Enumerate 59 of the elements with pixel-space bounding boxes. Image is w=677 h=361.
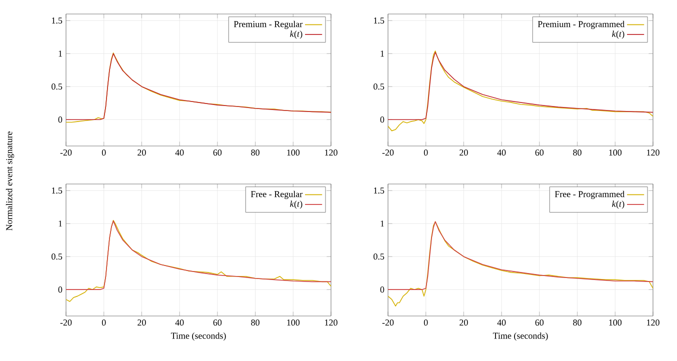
y-tick-label: 0 [58, 286, 62, 293]
x-tick-label: 40 [497, 150, 506, 156]
y-tick-label: 0.5 [374, 254, 384, 260]
x-tick-label: 40 [175, 150, 184, 156]
x-tick-label: 40 [497, 320, 506, 326]
x-axis-title: Time (seconds) [492, 332, 548, 341]
legend-label: k(t) [612, 30, 624, 39]
y-tick-label: 0 [380, 286, 384, 293]
y-tick-label: 1 [58, 220, 62, 227]
y-tick-label: 0.5 [52, 254, 62, 260]
x-tick-label: 80 [573, 320, 582, 326]
x-tick-label: 20 [138, 150, 146, 156]
x-tick-label: 0 [424, 150, 428, 156]
legend-label: k(t) [290, 30, 302, 39]
x-tick-label: -20 [60, 320, 72, 326]
y-tick-label: 1 [380, 50, 384, 57]
x-tick-label: 0 [102, 150, 106, 156]
x-tick-label: 120 [647, 150, 660, 156]
x-tick-label: -20 [60, 150, 72, 156]
y-tick-label: 1.5 [52, 188, 62, 194]
y-axis-title: Normalized event signature [6, 132, 14, 230]
x-tick-label: 20 [460, 150, 468, 156]
x-tick-label: 0 [102, 320, 106, 326]
y-tick-label: 1.5 [52, 18, 62, 24]
x-tick-label: -20 [382, 320, 394, 326]
x-tick-label: 100 [287, 150, 300, 156]
x-tick-label: 20 [138, 320, 146, 326]
legend-label: Free - Programmed [554, 190, 625, 200]
y-tick-label: 0.5 [374, 84, 384, 90]
x-tick-label: 20 [460, 320, 468, 326]
y-tick-label: 0.5 [52, 84, 62, 90]
y-tick-label: 1 [380, 220, 384, 227]
y-tick-label: 0 [380, 116, 384, 123]
x-tick-label: 60 [213, 150, 222, 156]
x-tick-label: 100 [287, 320, 300, 326]
x-tick-label: 60 [535, 320, 544, 326]
y-tick-label: 1 [58, 50, 62, 57]
x-tick-label: 120 [325, 320, 338, 326]
x-tick-label: 80 [573, 150, 582, 156]
x-tick-label: 60 [535, 150, 544, 156]
y-tick-label: 1.5 [374, 188, 384, 194]
legend-label: Premium - Programmed [538, 20, 625, 30]
x-tick-label: 80 [251, 320, 260, 326]
x-tick-label: -20 [382, 150, 394, 156]
x-tick-label: 100 [609, 150, 622, 156]
legend-label: Free - Regular [250, 190, 303, 200]
x-tick-label: 0 [424, 320, 428, 326]
x-tick-label: 120 [325, 150, 338, 156]
y-tick-label: 0 [58, 116, 62, 123]
x-tick-label: 80 [251, 150, 260, 156]
legend-label: k(t) [290, 200, 302, 209]
legend-label: k(t) [612, 200, 624, 209]
y-tick-label: 1.5 [374, 18, 384, 24]
x-tick-label: 100 [609, 320, 622, 326]
x-tick-label: 120 [647, 320, 660, 326]
legend-label: Premium - Regular [234, 20, 303, 30]
x-axis-title: Time (seconds) [170, 332, 226, 341]
x-tick-label: 40 [175, 320, 184, 326]
x-tick-label: 60 [213, 320, 222, 326]
